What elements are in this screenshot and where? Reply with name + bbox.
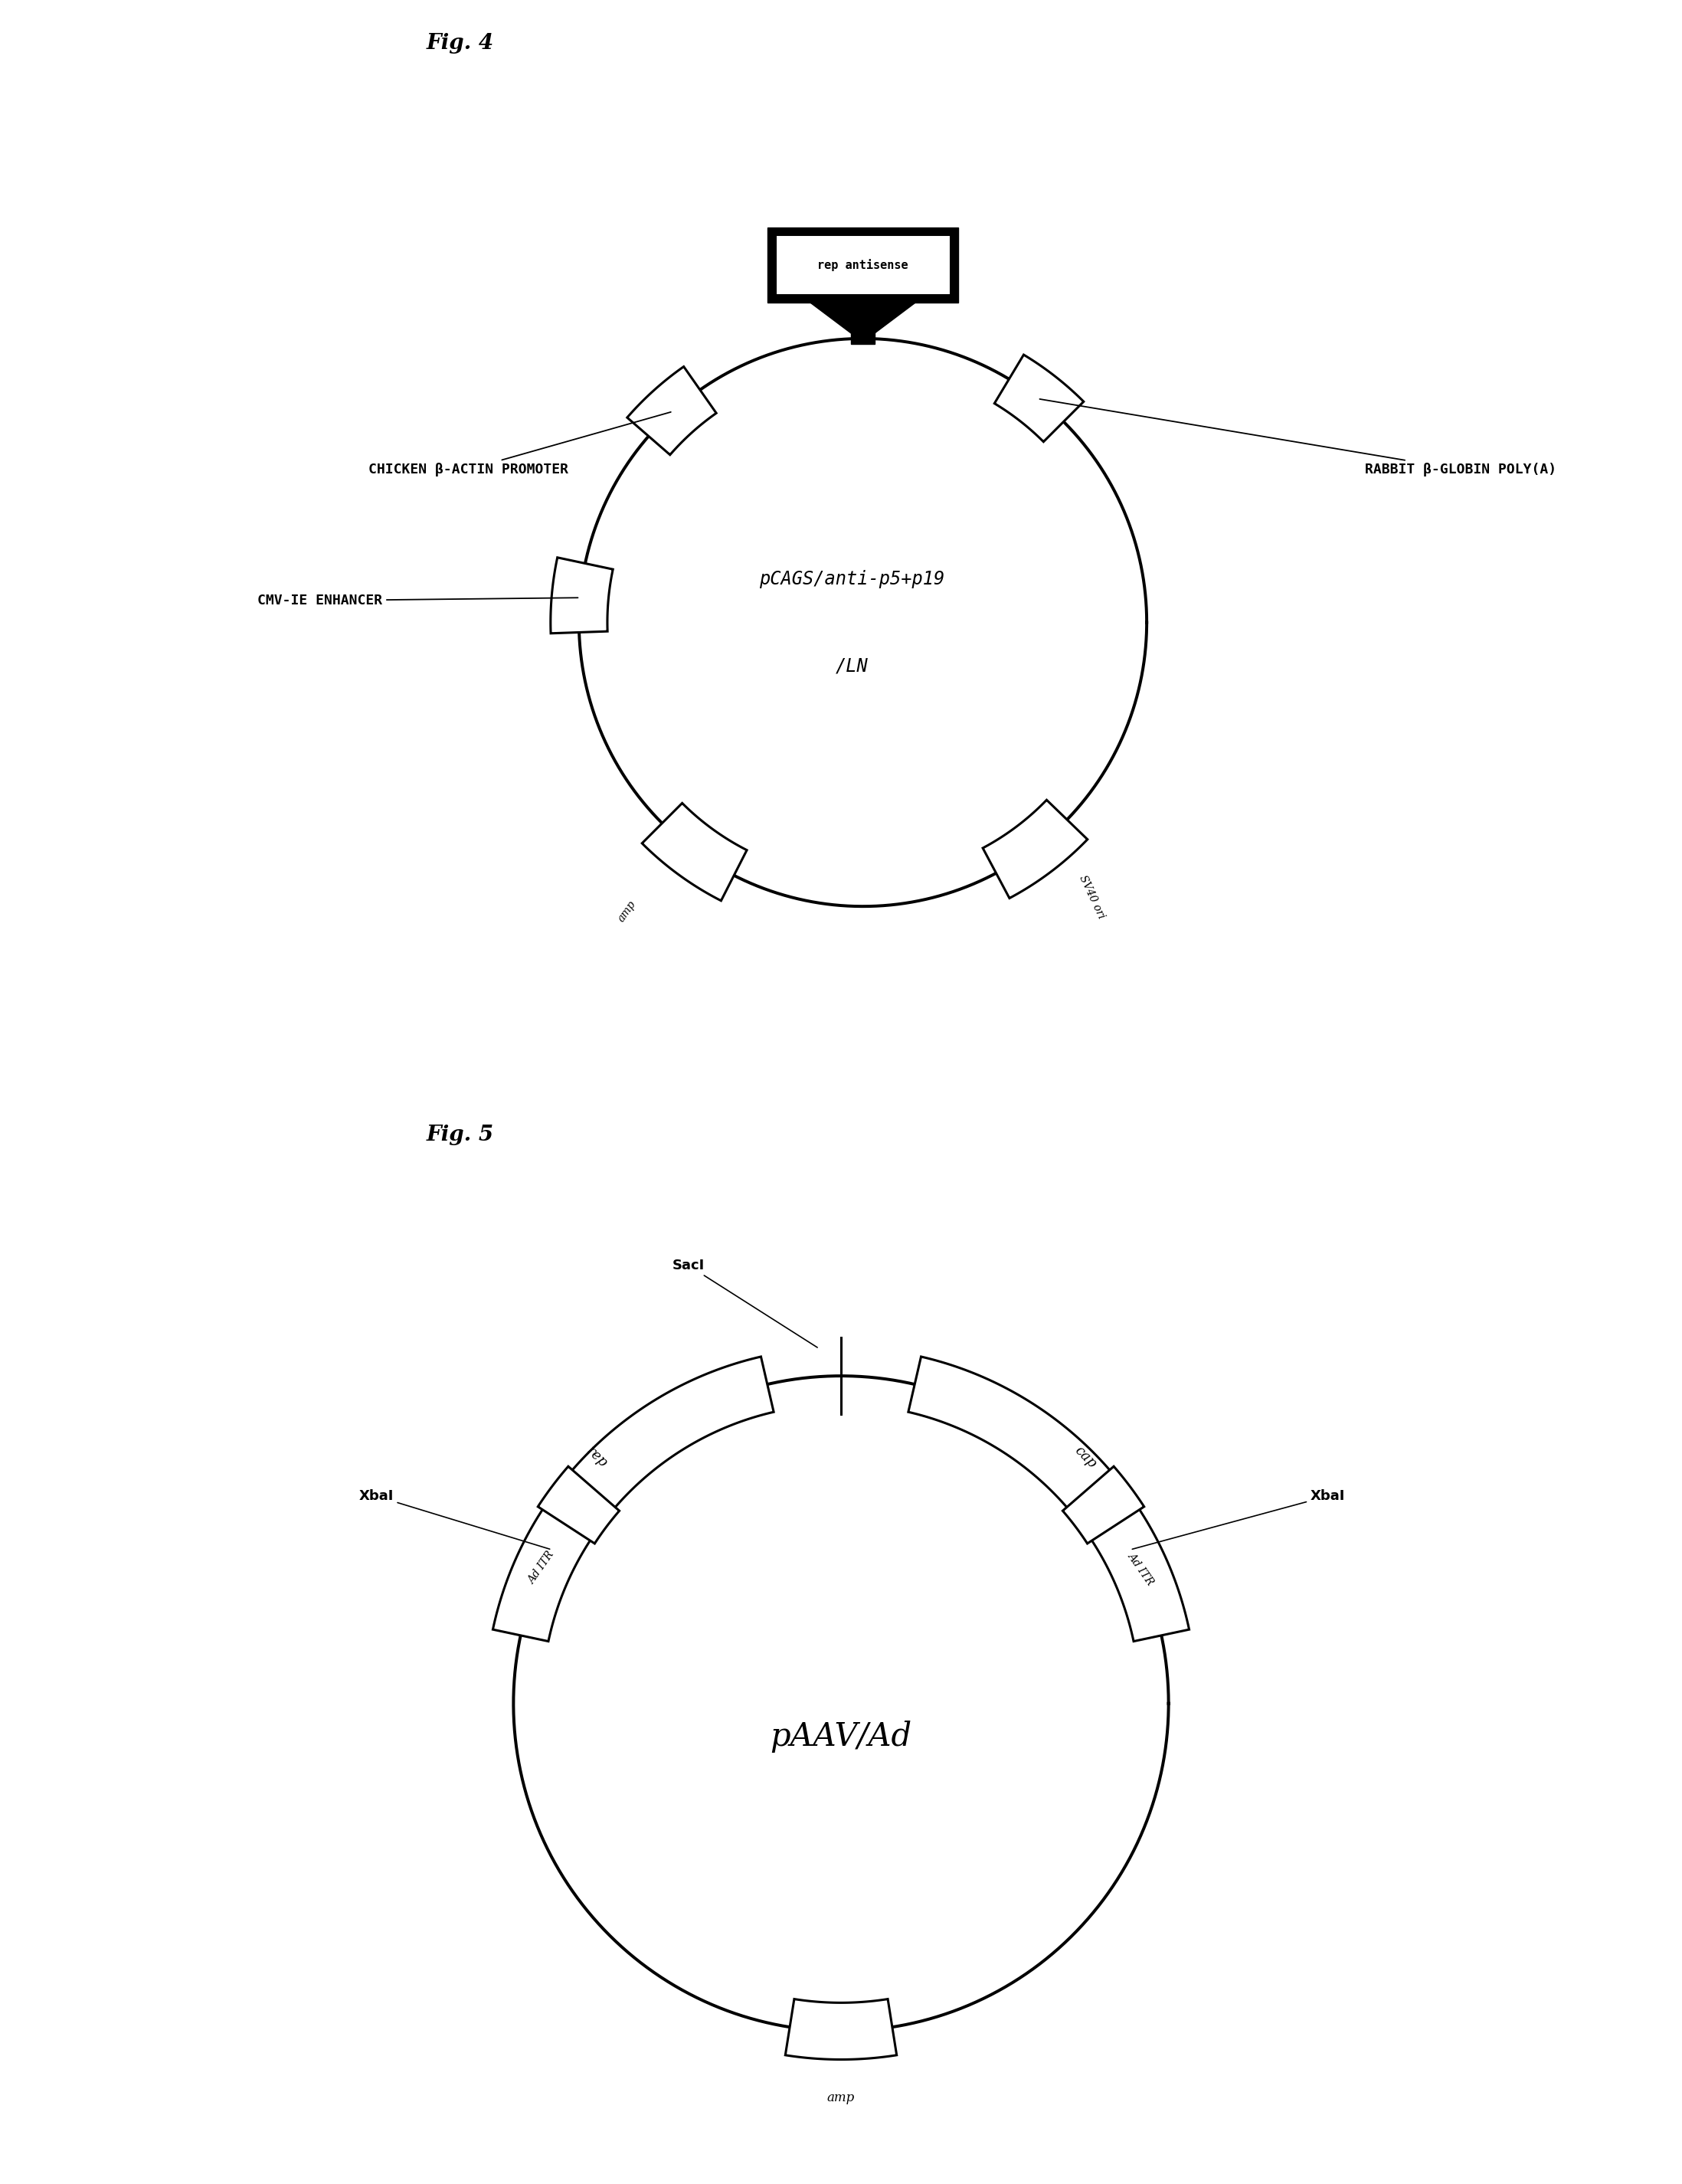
Polygon shape	[851, 325, 875, 345]
Polygon shape	[493, 1356, 774, 1642]
Polygon shape	[1063, 1465, 1144, 1544]
Text: rep: rep	[584, 1444, 609, 1470]
Text: amp: amp	[828, 2092, 854, 2103]
Text: XbaI: XbaI	[358, 1489, 550, 1548]
Text: XbaI: XbaI	[1132, 1489, 1346, 1548]
Text: /LN: /LN	[836, 657, 868, 675]
Polygon shape	[627, 367, 717, 454]
Polygon shape	[982, 799, 1088, 898]
Text: pAAV/Ad: pAAV/Ad	[770, 1721, 912, 1752]
Text: CHICKEN β-ACTIN PROMOTER: CHICKEN β-ACTIN PROMOTER	[368, 413, 671, 476]
Polygon shape	[994, 354, 1083, 441]
Text: RABBIT β-GLOBIN POLY(A): RABBIT β-GLOBIN POLY(A)	[1039, 400, 1556, 476]
Polygon shape	[908, 1356, 1189, 1642]
Bar	[769, 227, 957, 304]
Text: Fig. 4: Fig. 4	[426, 33, 493, 52]
Text: Ad ITR: Ad ITR	[1125, 1551, 1156, 1586]
Text: SV40 ori: SV40 ori	[1076, 874, 1107, 922]
Bar	[775, 236, 950, 295]
Text: CMV-IE ENHANCER: CMV-IE ENHANCER	[257, 594, 579, 607]
Text: amp: amp	[616, 898, 637, 924]
Text: pCAGS/anti-p5+p19: pCAGS/anti-p5+p19	[759, 570, 945, 587]
Text: Fig. 5: Fig. 5	[426, 1125, 493, 1144]
Polygon shape	[785, 1998, 897, 2060]
Polygon shape	[801, 295, 925, 334]
Text: cap: cap	[1071, 1444, 1098, 1472]
Polygon shape	[538, 1465, 619, 1544]
Polygon shape	[550, 557, 612, 633]
Text: SacI: SacI	[673, 1258, 817, 1348]
Text: Ad ITR: Ad ITR	[526, 1551, 557, 1586]
Text: rep antisense: rep antisense	[817, 258, 908, 271]
Polygon shape	[643, 804, 747, 900]
